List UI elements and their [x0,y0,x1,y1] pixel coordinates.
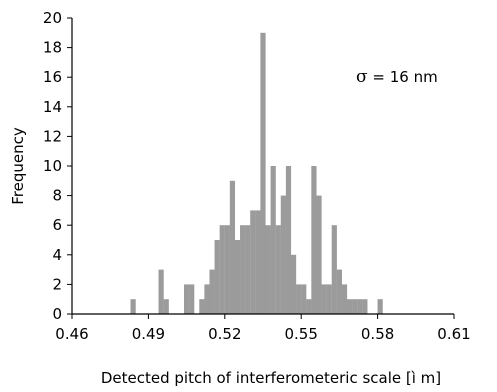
histogram-bar [275,225,281,314]
y-tick-label: 0 [52,305,62,323]
x-tick-label: 0.46 [55,325,88,343]
x-tick-label: 0.49 [132,325,165,343]
x-axis-title: Detected pitch of interferometeric scale… [101,369,441,387]
histogram-bar [130,299,136,314]
histogram-bar [214,240,220,314]
histogram-bar [224,225,230,314]
histogram-bar [270,166,276,314]
y-tick-label: 8 [52,187,62,205]
x-tick-label: 0.58 [361,325,394,343]
histogram-bar [316,195,322,314]
histogram-bar [234,240,241,314]
histogram-bar [296,284,302,314]
y-tick-label: 4 [52,246,62,264]
y-tick-label: 12 [43,127,62,145]
histogram-bar [209,269,215,314]
histogram-bar [357,299,363,314]
y-tick-label: 6 [52,216,62,234]
histogram-bar [311,166,317,314]
histogram-bar [301,284,307,314]
histogram-bar [306,299,312,314]
histogram-bar [377,299,383,314]
histogram-bar [331,225,337,314]
histogram-bar [158,269,164,314]
histogram-bar [352,299,358,314]
histogram-bar [219,225,225,314]
histogram-bar [245,225,251,314]
y-tick-label: 20 [43,9,62,27]
y-axis-title: Frequency [9,127,27,205]
x-tick-label: 0.55 [284,325,317,343]
histogram-bar [290,254,297,314]
y-tick-label: 18 [43,39,62,57]
histogram-bar [240,225,246,314]
histogram-bar [362,299,368,314]
x-tick-label: 0.52 [208,325,241,343]
histogram-bar [255,210,261,314]
histogram-bar [336,269,342,314]
histogram-bar [199,299,205,314]
histogram-bar [285,166,292,314]
y-tick-label: 16 [43,68,62,86]
y-tick-label: 10 [43,157,62,175]
histogram-bar [280,195,286,314]
histogram-bar [163,299,169,314]
histogram-bar [326,284,332,314]
x-tick-label: 0.61 [437,325,470,343]
histogram-bar [265,225,271,314]
histogram-bar [346,299,353,314]
y-tick-label: 2 [52,275,62,293]
histogram-bar [204,284,210,314]
sigma-symbol: σ [356,67,368,87]
histogram-bar [341,284,348,314]
histogram-bar [184,284,190,314]
y-tick-label: 14 [43,98,62,116]
bars-group [130,32,383,315]
histogram-bar [189,284,195,314]
histogram-bar [250,210,256,314]
sigma-value: = 16 nm [368,68,438,86]
histogram-bar [321,284,327,314]
histogram-bar [260,32,266,315]
sigma-annotation: σ = 16 nm [356,67,438,87]
histogram-bar [229,180,236,314]
x-ticks-group: 0.46 0.49 0.52 0.55 0.58 0.61 [55,314,471,343]
y-ticks-group: 0 2 4 6 8 10 12 14 16 18 20 [43,9,72,323]
